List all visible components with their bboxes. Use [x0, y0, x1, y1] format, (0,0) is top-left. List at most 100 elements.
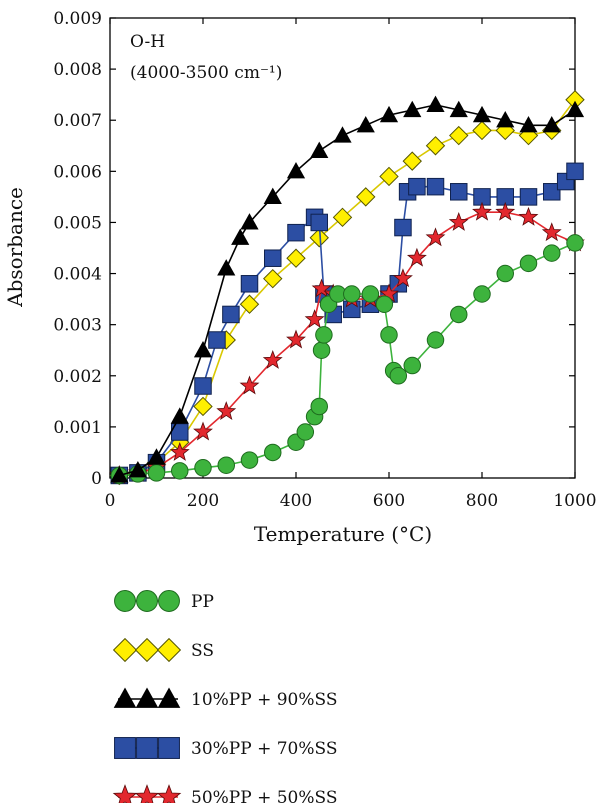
series-layer	[109, 90, 585, 486]
data-point	[287, 223, 305, 242]
x-axis-title: Temperature (°C)	[254, 522, 432, 546]
data-point	[450, 183, 468, 201]
data-point	[296, 423, 315, 441]
data-point	[147, 448, 166, 465]
legend-item: 50%PP + 50%SS	[112, 784, 338, 807]
data-point	[309, 228, 329, 248]
data-point	[408, 177, 426, 196]
data-point	[541, 222, 562, 242]
data-point	[448, 211, 469, 231]
data-point	[112, 784, 138, 807]
data-point	[263, 187, 282, 204]
data-point	[240, 213, 259, 230]
data-point	[171, 462, 189, 480]
data-point	[495, 201, 516, 221]
data-point	[543, 244, 561, 262]
y-tick-label: 0.006	[53, 162, 102, 182]
data-point	[379, 105, 399, 123]
data-point	[264, 443, 282, 462]
data-point	[496, 110, 515, 128]
x-tick-label: 0	[105, 491, 116, 511]
data-point	[157, 687, 181, 708]
data-point	[425, 227, 446, 247]
data-point	[356, 187, 376, 207]
data-point	[333, 126, 352, 143]
y-tick-label: 0.008	[53, 60, 102, 80]
data-point	[156, 784, 182, 807]
legend-label: 10%PP + 90%SS	[191, 690, 338, 710]
data-point	[449, 100, 468, 118]
data-point	[158, 737, 180, 759]
data-point	[135, 687, 159, 708]
data-point	[473, 285, 491, 303]
data-point	[361, 285, 380, 303]
legend-label: SS	[191, 641, 214, 661]
data-point	[425, 136, 446, 156]
data-point	[193, 340, 213, 358]
annotation-line-2: (4000-3500 cm⁻¹)	[130, 63, 282, 83]
data-point	[208, 331, 226, 349]
data-point	[343, 300, 361, 319]
data-point	[542, 116, 561, 133]
data-point	[450, 305, 468, 324]
data-point	[406, 247, 427, 267]
data-point	[134, 784, 160, 807]
y-axis: 0 0.001 0.002 0.003 0.004 0.005 0.006 0.007 0.00…	[53, 9, 575, 489]
data-point	[566, 162, 584, 181]
data-point	[426, 95, 445, 112]
series-pp	[110, 234, 584, 485]
data-point	[217, 456, 235, 474]
annotation-line-1: O-H	[130, 32, 165, 52]
data-point	[156, 637, 182, 663]
data-point	[403, 100, 422, 118]
data-point	[222, 305, 240, 324]
legend-item: 30%PP + 70%SS	[114, 737, 338, 759]
legend-item: 10%PP + 90%SS	[113, 687, 338, 710]
x-tick-label: 200	[187, 491, 219, 511]
data-point	[543, 183, 561, 201]
data-point	[518, 206, 539, 226]
legend-label: PP	[191, 592, 214, 612]
data-point	[263, 268, 283, 289]
data-point	[426, 177, 445, 196]
legend-label: 50%PP + 50%SS	[191, 788, 338, 803]
data-point	[394, 218, 412, 237]
data-point	[286, 162, 306, 179]
data-point	[379, 166, 399, 187]
series-10-pp-90-ss	[110, 95, 585, 483]
y-tick-label: 0.004	[53, 265, 102, 285]
data-point	[380, 326, 398, 344]
data-point	[403, 356, 421, 375]
data-point	[519, 254, 538, 273]
data-point	[216, 401, 237, 421]
data-point	[194, 459, 212, 477]
data-point	[217, 259, 236, 276]
data-point	[147, 464, 166, 482]
data-point	[286, 329, 306, 349]
data-point	[134, 637, 160, 663]
data-point	[310, 213, 328, 232]
data-point	[402, 151, 422, 171]
data-point	[472, 120, 492, 141]
x-tick-label: 600	[373, 491, 405, 511]
data-point	[136, 590, 158, 612]
data-point	[449, 125, 469, 146]
data-point	[239, 375, 260, 395]
data-point	[136, 737, 158, 759]
data-point	[193, 396, 213, 417]
data-point	[113, 687, 137, 708]
data-point	[310, 141, 329, 158]
y-tick-label: 0.003	[53, 316, 102, 336]
data-point	[114, 737, 136, 759]
data-point	[343, 285, 361, 303]
data-point	[286, 248, 306, 268]
data-point	[158, 590, 180, 612]
data-point	[519, 116, 538, 133]
data-point	[239, 294, 260, 314]
data-point	[311, 278, 332, 298]
data-point	[426, 331, 445, 349]
series-line	[119, 104, 576, 477]
data-point	[231, 228, 250, 245]
